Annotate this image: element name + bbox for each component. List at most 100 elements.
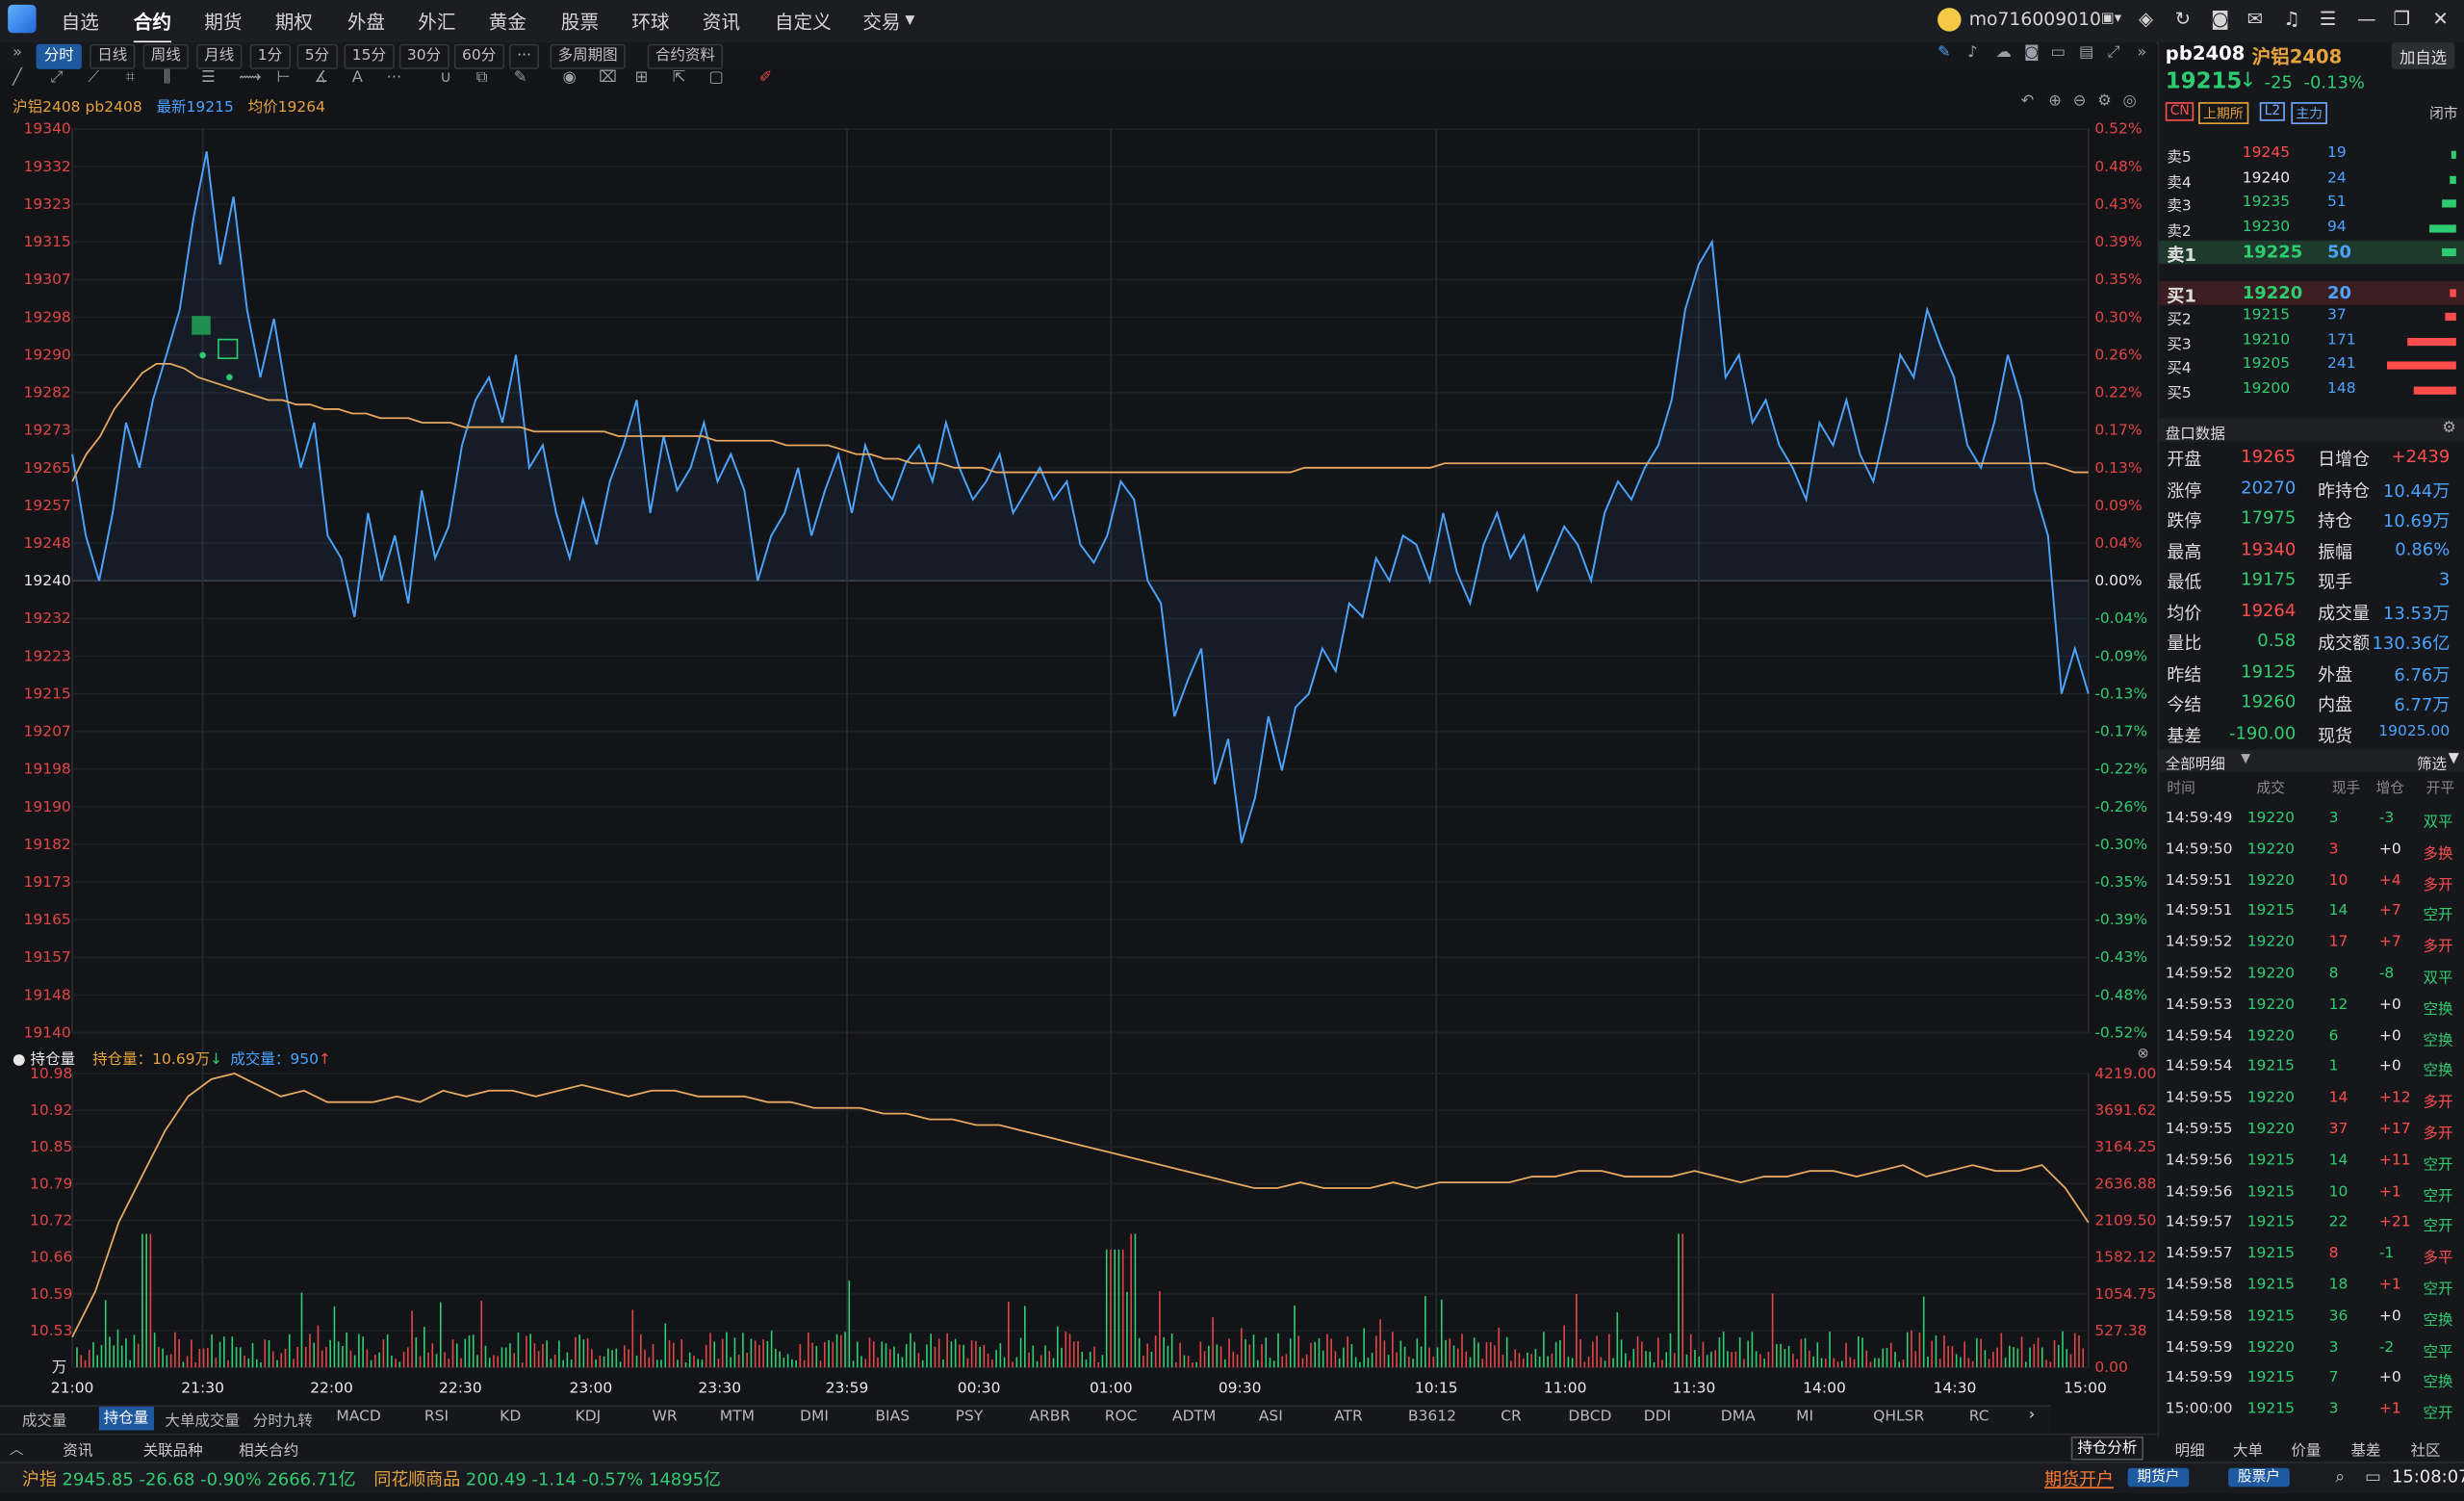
period-1min[interactable]: 1分 bbox=[249, 43, 291, 69]
bid-row[interactable]: 买5 19200 148 bbox=[2159, 378, 2464, 401]
line-tool-icon[interactable]: ╱ bbox=[13, 68, 22, 87]
tab-detail[interactable]: 明细 bbox=[2174, 1442, 2205, 1461]
layers-icon[interactable]: ◈ bbox=[2139, 8, 2154, 31]
tab-basis[interactable]: 基差 bbox=[2350, 1442, 2381, 1461]
indicator-tab-macd[interactable]: MACD bbox=[336, 1408, 381, 1426]
close-icon[interactable]: ✕ bbox=[2432, 8, 2449, 31]
indicator-tab-kd[interactable]: KD bbox=[500, 1408, 522, 1426]
cloud-icon[interactable]: ☁ bbox=[1995, 43, 2012, 62]
indicator-tab-mi[interactable]: MI bbox=[1796, 1408, 1814, 1426]
contract-info-button[interactable]: 合约资料 bbox=[647, 43, 724, 69]
indicator-tab-dma[interactable]: DMA bbox=[1720, 1408, 1756, 1426]
indicator-tab-rsi[interactable]: RSI bbox=[424, 1408, 449, 1426]
screenshot-icon[interactable]: ◙ bbox=[2023, 43, 2040, 62]
tab-large-orders[interactable]: 大单 bbox=[2232, 1442, 2264, 1461]
gann-tool-icon[interactable]: ⟿ bbox=[239, 68, 262, 87]
indicator-tab-kdj[interactable]: KDJ bbox=[575, 1408, 602, 1426]
close-sub-chart-icon[interactable]: ⊗ bbox=[2137, 1047, 2149, 1063]
monitor-icon[interactable]: ▭ bbox=[2365, 1466, 2382, 1488]
ask-row[interactable]: 卖2 19230 94 bbox=[2159, 216, 2464, 240]
ask-row[interactable]: 卖5 19245 19 bbox=[2159, 143, 2464, 167]
more-periods-button[interactable]: ··· bbox=[508, 43, 540, 69]
polyline-tool-icon[interactable]: ⟋ bbox=[88, 68, 99, 87]
period-60min[interactable]: 60分 bbox=[453, 43, 504, 69]
copy-icon[interactable]: ⧉ bbox=[475, 68, 488, 87]
detail-title[interactable]: 全部明细 bbox=[2165, 756, 2225, 774]
bell-icon[interactable]: ♫ bbox=[2283, 8, 2300, 31]
filter-button[interactable]: 筛选 bbox=[2417, 756, 2448, 774]
menu-zixun[interactable]: 资讯 bbox=[702, 11, 741, 34]
tab-related-contracts[interactable]: 相关合约 bbox=[239, 1442, 299, 1461]
menu-waipan[interactable]: 外盘 bbox=[346, 11, 386, 34]
chevron-down-icon[interactable]: ▼ bbox=[905, 13, 915, 27]
period-month[interactable]: 月线 bbox=[196, 43, 243, 69]
comment-icon[interactable]: ▢ bbox=[708, 68, 724, 87]
username[interactable]: mo716009010 bbox=[1968, 8, 2102, 31]
indicator-tab-dbcd[interactable]: DBCD bbox=[1568, 1408, 1612, 1426]
indicator-tab-arbr[interactable]: ARBR bbox=[1029, 1408, 1071, 1426]
menu-waihui[interactable]: 外汇 bbox=[418, 11, 456, 34]
vip-icon[interactable]: ▣▾ bbox=[2100, 11, 2122, 27]
indicator-tab-wr[interactable]: WR bbox=[652, 1408, 678, 1426]
grid-icon[interactable]: ⊞ bbox=[634, 68, 649, 87]
index-ticker[interactable]: 沪指 2945.85 -26.68 -0.90% 2666.71亿 同花顺商品 … bbox=[22, 1466, 721, 1491]
stock-account-button[interactable]: 股票户 bbox=[2228, 1467, 2290, 1488]
avatar[interactable] bbox=[1938, 8, 1962, 32]
tab-community[interactable]: 社区 bbox=[2410, 1442, 2441, 1461]
indicator-tab-持仓量[interactable]: 持仓量 bbox=[98, 1407, 154, 1431]
refresh-icon[interactable]: ↻ bbox=[2174, 8, 2192, 31]
indicator-tab-dmi[interactable]: DMI bbox=[800, 1408, 829, 1426]
bid-row[interactable]: 买3 19210 171 bbox=[2159, 329, 2464, 352]
target-icon[interactable]: ◎ bbox=[2122, 92, 2137, 111]
filter-icon[interactable]: ▼ bbox=[2448, 751, 2459, 767]
tab-news[interactable]: 资讯 bbox=[63, 1442, 93, 1461]
menu-heyue[interactable]: 合约 bbox=[133, 8, 172, 44]
eraser-icon[interactable]: ✐ bbox=[758, 68, 773, 87]
period-fenshi[interactable]: 分时 bbox=[36, 43, 82, 69]
ray-tool-icon[interactable]: ⤢ bbox=[50, 68, 64, 87]
indicator-tab-cr[interactable]: CR bbox=[1501, 1408, 1522, 1426]
parallel-tool-icon[interactable]: ⫼ bbox=[163, 68, 171, 87]
tabs-next-icon[interactable]: › bbox=[2028, 1407, 2036, 1425]
zoom-out-icon[interactable]: ⊖ bbox=[2072, 92, 2087, 111]
intraday-chart[interactable]: 19340 0.52% 19332 0.48% 19323 0.43% 19315 0.39%… bbox=[0, 115, 2156, 1404]
tab-related-varieties[interactable]: 关联品种 bbox=[142, 1442, 203, 1461]
expand-icon[interactable]: » bbox=[13, 43, 23, 62]
list-icon[interactable]: ☰ bbox=[2319, 8, 2337, 31]
rect-tool-icon[interactable]: ⌗ bbox=[125, 68, 135, 87]
measure-tool-icon[interactable]: ⊢ bbox=[276, 68, 291, 87]
collapse-icon[interactable]: » bbox=[2137, 43, 2147, 62]
settings-icon[interactable]: ⚙ bbox=[2097, 92, 2112, 111]
alarm-icon[interactable]: ♪ bbox=[1967, 43, 1978, 62]
ask-row[interactable]: 卖1 19225 50 bbox=[2159, 240, 2464, 266]
indicator-tab-rc[interactable]: RC bbox=[1968, 1408, 1989, 1426]
fib-tool-icon[interactable]: ☰ bbox=[200, 68, 216, 87]
minimize-icon[interactable]: — bbox=[2356, 8, 2376, 31]
split-icon[interactable]: ▤ bbox=[2078, 43, 2094, 62]
export-icon[interactable]: ⇱ bbox=[672, 68, 686, 87]
menu-qihuo[interactable]: 期货 bbox=[204, 11, 243, 34]
indicator-tab-分时九转[interactable]: 分时九转 bbox=[252, 1412, 313, 1431]
menu-jiaoyi[interactable]: 交易 bbox=[862, 11, 901, 34]
bid-row[interactable]: 买4 19205 241 bbox=[2159, 353, 2464, 377]
camera-icon[interactable]: ◙ bbox=[2211, 8, 2230, 31]
trash-icon[interactable]: ⌧ bbox=[599, 68, 617, 87]
period-week[interactable]: 周线 bbox=[142, 43, 189, 69]
search-icon[interactable]: ⌕ bbox=[2335, 1466, 2346, 1488]
multi-period-button[interactable]: 多周期图 bbox=[550, 43, 626, 69]
indicator-tab-成交量[interactable]: 成交量 bbox=[21, 1412, 67, 1431]
more-tools-icon[interactable]: ··· bbox=[386, 68, 402, 87]
indicator-tab-asi[interactable]: ASI bbox=[1258, 1408, 1283, 1426]
indicator-tab-大单成交量[interactable]: 大单成交量 bbox=[165, 1412, 241, 1431]
angle-tool-icon[interactable]: ∡ bbox=[314, 68, 329, 87]
indicator-tab-b3612[interactable]: B3612 bbox=[1407, 1408, 1456, 1426]
fullscreen-icon[interactable]: ⤢ bbox=[2107, 43, 2120, 62]
indicator-tab-ddi[interactable]: DDI bbox=[1643, 1408, 1672, 1426]
open-futures-account-link[interactable]: 期货开户 bbox=[2044, 1469, 2114, 1490]
menu-qiquan[interactable]: 期权 bbox=[274, 11, 313, 34]
indicator-tab-mtm[interactable]: MTM bbox=[719, 1408, 756, 1426]
indicator-tab-qhlsr[interactable]: QHLSR bbox=[1873, 1408, 1925, 1426]
text-tool-icon[interactable]: A bbox=[351, 68, 363, 87]
menu-huangjin[interactable]: 黄金 bbox=[488, 11, 526, 34]
menu-zixuan[interactable]: 自选 bbox=[61, 11, 99, 34]
